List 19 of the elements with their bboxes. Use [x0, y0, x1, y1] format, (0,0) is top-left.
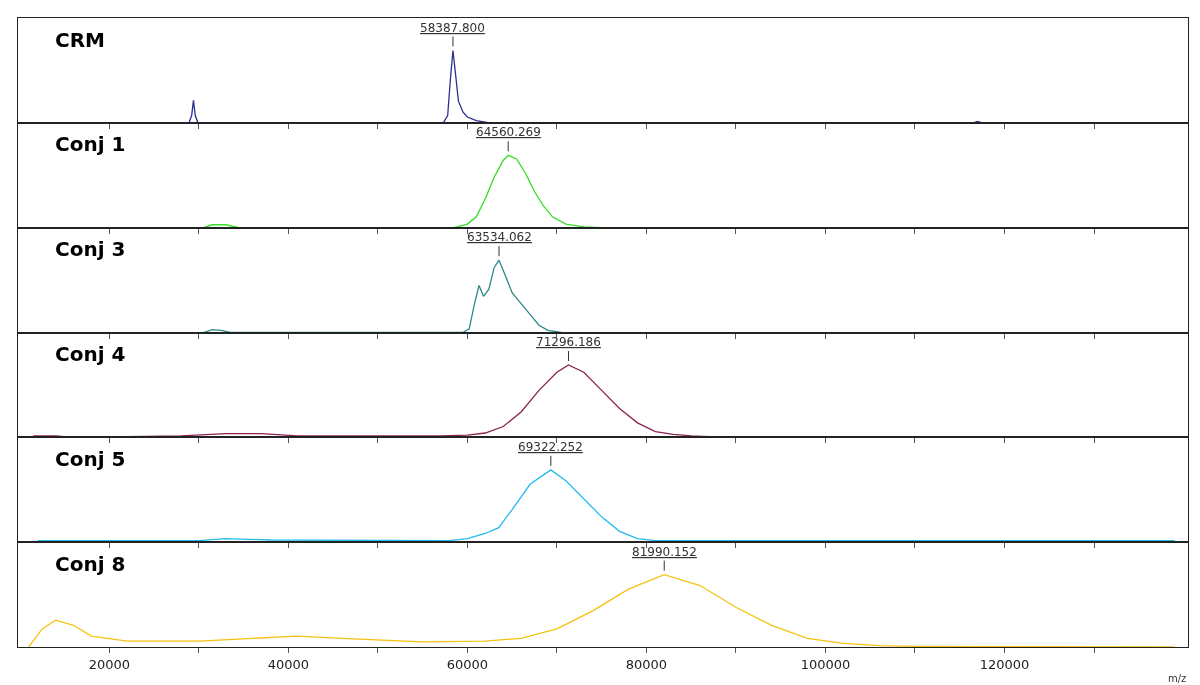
chart-title: Conj 3 — [55, 237, 126, 261]
chart-title: Conj 5 — [55, 447, 126, 471]
annotation: 81990.152 — [632, 545, 697, 559]
annotation: 69322.252 — [518, 440, 583, 454]
chart-title: Conj 4 — [55, 342, 126, 366]
chart-title: Conj 1 — [55, 132, 126, 156]
x-tick-label: 40000 — [267, 656, 310, 672]
annotation: 63534.062 — [467, 230, 532, 244]
annotation: 64560.269 — [476, 125, 541, 139]
chart-title: CRM — [55, 28, 105, 52]
chart-title: Conj 8 — [55, 552, 126, 576]
annotation: 58387.800 — [420, 21, 485, 35]
x-tick-label: 80000 — [625, 656, 668, 672]
x-tick-label: 60000 — [446, 656, 489, 672]
x-tick-label: 120000 — [979, 656, 1030, 672]
annotation: 71296.186 — [536, 335, 601, 349]
x-tick-label: 20000 — [88, 656, 130, 672]
x-axis-title: m/z — [1168, 673, 1187, 684]
x-tick-label: 100000 — [800, 656, 851, 672]
